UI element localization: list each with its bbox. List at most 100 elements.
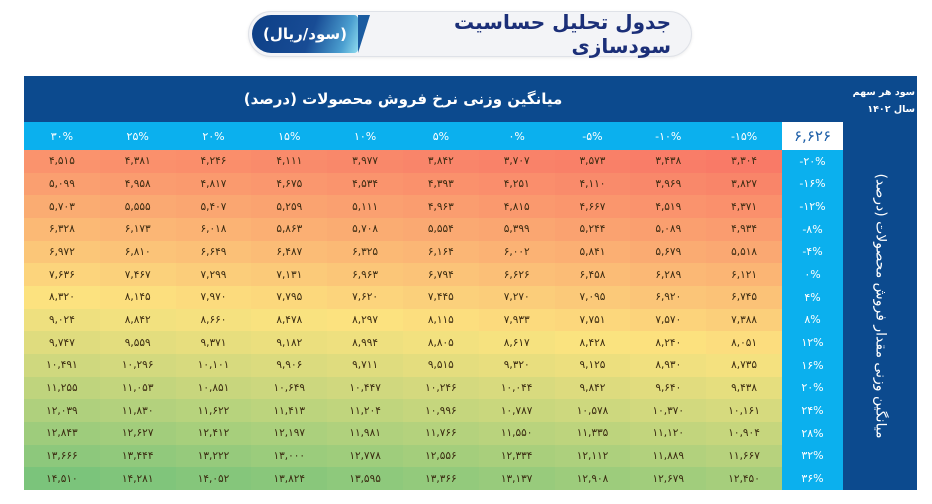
column-header: -۱۰% xyxy=(655,129,682,143)
table-row: ۷,۶۳۶ ۷,۴۶۷ ۷,۲۹۹ ۷,۱۳۱ ۶,۹۶۳ ۶,۷۹۴ ۶,۶۲۶ ۶,۴۵۸… xyxy=(24,263,782,286)
table-cell: ۶,۴۸۷ xyxy=(251,240,328,264)
table-header-band xyxy=(24,76,917,122)
table-cell: ۱۰,۲۴۶ xyxy=(402,376,479,400)
table-cell: ۱۴,۵۱۰ xyxy=(24,467,100,490)
row-header: ۱۲% xyxy=(801,336,824,350)
table-cell: ۱۰,۷۸۷ xyxy=(478,399,555,422)
table-cell: ۹,۱۲۵ xyxy=(554,353,631,377)
table-cell: ۸,۱۴۵ xyxy=(99,285,176,309)
table-row: ۵,۰۹۹ ۴,۹۵۸ ۴,۸۱۷ ۴,۶۷۵ ۴,۵۳۴ ۴,۳۹۳ ۴,۲۵۱ ۴,۱۱۰… xyxy=(24,172,782,196)
table-cell: ۴,۵۱۵ xyxy=(24,150,100,173)
table-cell: ۵,۳۹۹ xyxy=(478,217,555,241)
table-cell: ۱۰,۳۷۰ xyxy=(630,399,707,422)
table-cell: ۱۰,۰۴۴ xyxy=(478,376,555,400)
table-cell: ۱۳,۶۶۶ xyxy=(24,444,100,468)
table-cell: ۱۲,۴۱۲ xyxy=(175,421,252,445)
table-cell: ۱۲,۶۲۷ xyxy=(99,421,176,445)
table-cell: ۱۲,۴۵۰ xyxy=(706,467,782,490)
table-cell: ۳,۴۳۸ xyxy=(630,150,707,173)
table-cell: ۱۰,۱۰۱ xyxy=(175,353,252,377)
table-cell: ۹,۹۰۶ xyxy=(251,353,328,377)
row-header: ۲۰% xyxy=(801,381,824,395)
table-cell: ۶,۴۵۸ xyxy=(554,263,631,286)
table-cell: ۸,۹۹۴ xyxy=(327,331,403,354)
table-cell: ۳,۹۷۷ xyxy=(327,150,403,173)
table-cell: ۱۳,۳۶۶ xyxy=(402,467,479,490)
table-cell: ۸,۴۷۸ xyxy=(251,308,328,332)
eps-label-line1: سود هر سهم xyxy=(852,87,915,98)
table-cell: ۸,۸۴۲ xyxy=(99,308,176,332)
table-cell: ۹,۵۱۵ xyxy=(402,353,479,377)
table-cell: ۸,۶۱۷ xyxy=(478,331,555,354)
column-header: ۲۵% xyxy=(126,129,149,143)
row-header: -۱۶% xyxy=(799,177,826,191)
table-cell: ۱۱,۶۲۲ xyxy=(175,399,252,422)
table-row: ۹,۰۲۴ ۸,۸۴۲ ۸,۶۶۰ ۸,۴۷۸ ۸,۲۹۷ ۸,۱۱۵ ۷,۹۳۳ ۷,۷۵۱… xyxy=(24,308,782,332)
value-grid: ۴,۵۱۵ ۴,۳۸۱ ۴,۲۴۶ ۴,۱۱۱ ۳,۹۷۷ ۳,۸۴۲ ۳,۷۰۷ ۳,۵۷۳… xyxy=(24,150,782,490)
table-cell: ۸,۴۲۸ xyxy=(554,331,631,354)
table-cell: ۹,۷۱۱ xyxy=(327,353,403,377)
table-cell: ۱۲,۱۹۷ xyxy=(251,421,328,445)
table-cell: ۹,۳۷۱ xyxy=(175,331,252,354)
column-header: ۰% xyxy=(508,129,525,143)
table-cell: ۹,۱۸۲ xyxy=(251,331,328,354)
table-cell: ۹,۷۴۷ xyxy=(24,331,100,354)
table-cell: ۱۳,۵۹۵ xyxy=(327,467,403,490)
table-cell: ۵,۸۶۳ xyxy=(251,217,328,241)
eps-label: سود هر سهم سال ۱۴۰۲ xyxy=(841,84,917,118)
table-cell: ۵,۷۰۸ xyxy=(327,217,403,241)
table-cell: ۴,۹۵۸ xyxy=(99,172,176,196)
table-cell: ۱۰,۸۵۱ xyxy=(175,376,252,400)
row-axis-title: میانگین وزنی مقدار فروش محصولات (درصد) xyxy=(872,173,889,439)
table-cell: ۳,۸۲۷ xyxy=(706,172,782,196)
row-header: ۳۲% xyxy=(801,449,824,463)
table-cell: ۵,۷۰۳ xyxy=(24,195,100,218)
table-cell: ۱۲,۹۰۸ xyxy=(554,467,631,490)
table-cell: ۴,۵۱۹ xyxy=(630,195,707,218)
row-header: ۲۸% xyxy=(801,426,824,440)
table-cell: ۵,۵۱۸ xyxy=(706,240,782,264)
table-cell: ۱۲,۷۷۸ xyxy=(327,444,403,468)
row-header: -۴% xyxy=(802,245,823,259)
table-cell: ۱۱,۵۵۰ xyxy=(478,421,555,445)
table-cell: ۶,۶۲۶ xyxy=(478,263,555,286)
table-row: ۱۴,۵۱۰ ۱۴,۲۸۱ ۱۴,۰۵۲ ۱۳,۸۲۴ ۱۳,۵۹۵ ۱۳,۳۶۶ ۱۳,۱… xyxy=(24,467,782,490)
table-cell: ۸,۰۵۱ xyxy=(706,331,782,354)
column-header: ۲۰% xyxy=(202,129,225,143)
table-cell: ۱۰,۹۹۶ xyxy=(402,399,479,422)
row-header: ۸% xyxy=(804,313,821,327)
table-cell: ۱۲,۳۳۴ xyxy=(478,444,555,468)
table-cell: ۱۱,۶۶۷ xyxy=(706,444,782,468)
table-row: ۱۰,۴۹۱ ۱۰,۲۹۶ ۱۰,۱۰۱ ۹,۹۰۶ ۹,۷۱۱ ۹,۵۱۵ ۹,۳۲۰ ۹,… xyxy=(24,353,782,377)
table-cell: ۱۱,۹۸۱ xyxy=(327,421,403,445)
table-cell: ۵,۰۹۹ xyxy=(24,172,100,196)
table-cell: ۸,۱۱۵ xyxy=(402,308,479,332)
table-cell: ۹,۰۲۴ xyxy=(24,308,100,332)
table-cell: ۱۲,۰۳۹ xyxy=(24,399,100,422)
table-cell: ۶,۱۷۳ xyxy=(99,217,176,241)
table-cell: ۷,۳۸۸ xyxy=(706,308,782,332)
table-cell: ۴,۳۷۱ xyxy=(706,195,782,218)
table-cell: ۸,۷۳۵ xyxy=(706,353,782,377)
table-cell: ۱۴,۰۵۲ xyxy=(175,467,252,490)
table-cell: ۱۳,۴۴۴ xyxy=(99,444,176,468)
row-axis-title-wrap: میانگین وزنی مقدار فروش محصولات (درصد) xyxy=(843,122,917,490)
column-header-row: ۳۰% ۲۵% ۲۰% ۱۵% ۱۰% ۵% ۰% -۵% -۱۰% -۱۵% xyxy=(24,122,843,150)
table-cell: ۹,۵۵۹ xyxy=(99,331,176,354)
row-header: -۸% xyxy=(802,222,823,236)
table-cell: ۴,۱۱۱ xyxy=(251,150,328,173)
table-cell: ۶,۲۸۹ xyxy=(630,263,707,286)
table-cell: ۴,۹۳۴ xyxy=(706,217,782,241)
table-cell: ۱۱,۰۵۳ xyxy=(99,376,176,400)
table-cell: ۱۰,۴۴۷ xyxy=(327,376,403,400)
table-cell: ۳,۷۰۷ xyxy=(478,150,555,173)
table-cell: ۴,۶۷۵ xyxy=(251,172,328,196)
table-cell: ۴,۳۹۳ xyxy=(402,172,479,196)
table-cell: ۸,۳۲۰ xyxy=(24,285,100,309)
table-cell: ۴,۲۵۱ xyxy=(478,172,555,196)
table-cell: ۵,۲۵۹ xyxy=(251,195,328,218)
table-row: ۴,۵۱۵ ۴,۳۸۱ ۴,۲۴۶ ۴,۱۱۱ ۳,۹۷۷ ۳,۸۴۲ ۳,۷۰۷ ۳,۵۷۳… xyxy=(24,150,782,173)
sensitivity-table: میانگین وزنی نرخ فروش محصولات (درصد) سود… xyxy=(24,76,917,490)
table-cell: ۱۰,۹۰۴ xyxy=(706,421,782,445)
table-cell: ۷,۶۳۶ xyxy=(24,263,100,286)
